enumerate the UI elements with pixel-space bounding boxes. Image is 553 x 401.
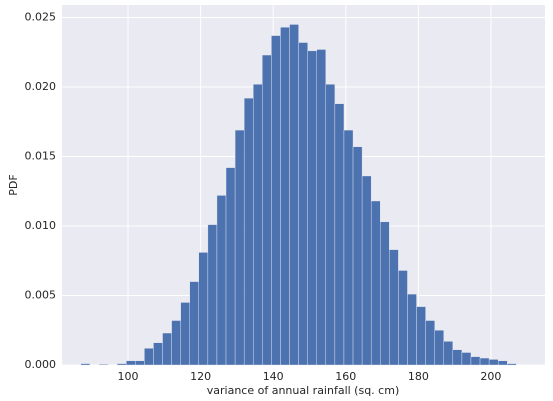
bar bbox=[352, 146, 363, 366]
bar bbox=[407, 293, 417, 366]
bar bbox=[234, 129, 245, 366]
bar bbox=[416, 306, 426, 366]
bar bbox=[398, 270, 408, 366]
y-tick-label: 0.015 bbox=[25, 150, 57, 163]
x-tick-label: 140 bbox=[263, 370, 284, 383]
x-tick-label: 180 bbox=[408, 370, 429, 383]
y-tick-label: 0.005 bbox=[25, 289, 57, 302]
bar bbox=[316, 49, 327, 366]
bar bbox=[171, 320, 181, 366]
bar bbox=[271, 35, 281, 366]
bar bbox=[80, 363, 91, 366]
bar bbox=[289, 24, 299, 366]
bar bbox=[135, 360, 145, 366]
y-tick-label: 0.000 bbox=[25, 358, 57, 371]
bar bbox=[225, 167, 236, 366]
bar bbox=[343, 129, 354, 366]
bar bbox=[461, 352, 472, 366]
bar bbox=[443, 341, 454, 366]
bar bbox=[180, 302, 190, 366]
y-tick-label: 0.010 bbox=[25, 219, 57, 232]
x-tick-label: 200 bbox=[480, 370, 501, 383]
bar bbox=[325, 84, 336, 366]
bar bbox=[507, 363, 517, 366]
bar bbox=[497, 360, 508, 366]
bar bbox=[262, 54, 272, 366]
bar bbox=[162, 332, 172, 366]
bar bbox=[361, 175, 372, 366]
y-tick-label: 0.025 bbox=[25, 11, 57, 24]
bar bbox=[189, 281, 200, 366]
bar bbox=[298, 42, 308, 366]
bar bbox=[198, 252, 209, 366]
bar bbox=[425, 320, 435, 366]
bar bbox=[280, 27, 290, 366]
bar bbox=[479, 357, 490, 366]
bar bbox=[370, 200, 381, 366]
bar bbox=[253, 84, 263, 366]
y-tick-label: 0.020 bbox=[25, 80, 57, 93]
bar bbox=[207, 224, 218, 366]
bar bbox=[116, 363, 127, 366]
bar bbox=[488, 359, 499, 366]
bar bbox=[153, 342, 163, 366]
bar bbox=[434, 330, 444, 366]
bar bbox=[216, 195, 227, 366]
bar bbox=[243, 97, 254, 366]
x-tick-label: 120 bbox=[190, 370, 211, 383]
bar bbox=[334, 103, 345, 366]
bar bbox=[144, 348, 154, 366]
bar bbox=[470, 356, 481, 366]
bar bbox=[98, 364, 109, 366]
x-axis-label: variance of annual rainfall (sq. cm) bbox=[207, 384, 399, 397]
x-tick-label: 160 bbox=[335, 370, 356, 383]
bar bbox=[452, 349, 463, 366]
x-tick-label: 100 bbox=[118, 370, 139, 383]
bar bbox=[126, 360, 136, 366]
y-axis-label: PDF bbox=[7, 174, 20, 195]
bar bbox=[389, 249, 399, 366]
bar bbox=[307, 50, 317, 366]
bar bbox=[380, 221, 390, 366]
